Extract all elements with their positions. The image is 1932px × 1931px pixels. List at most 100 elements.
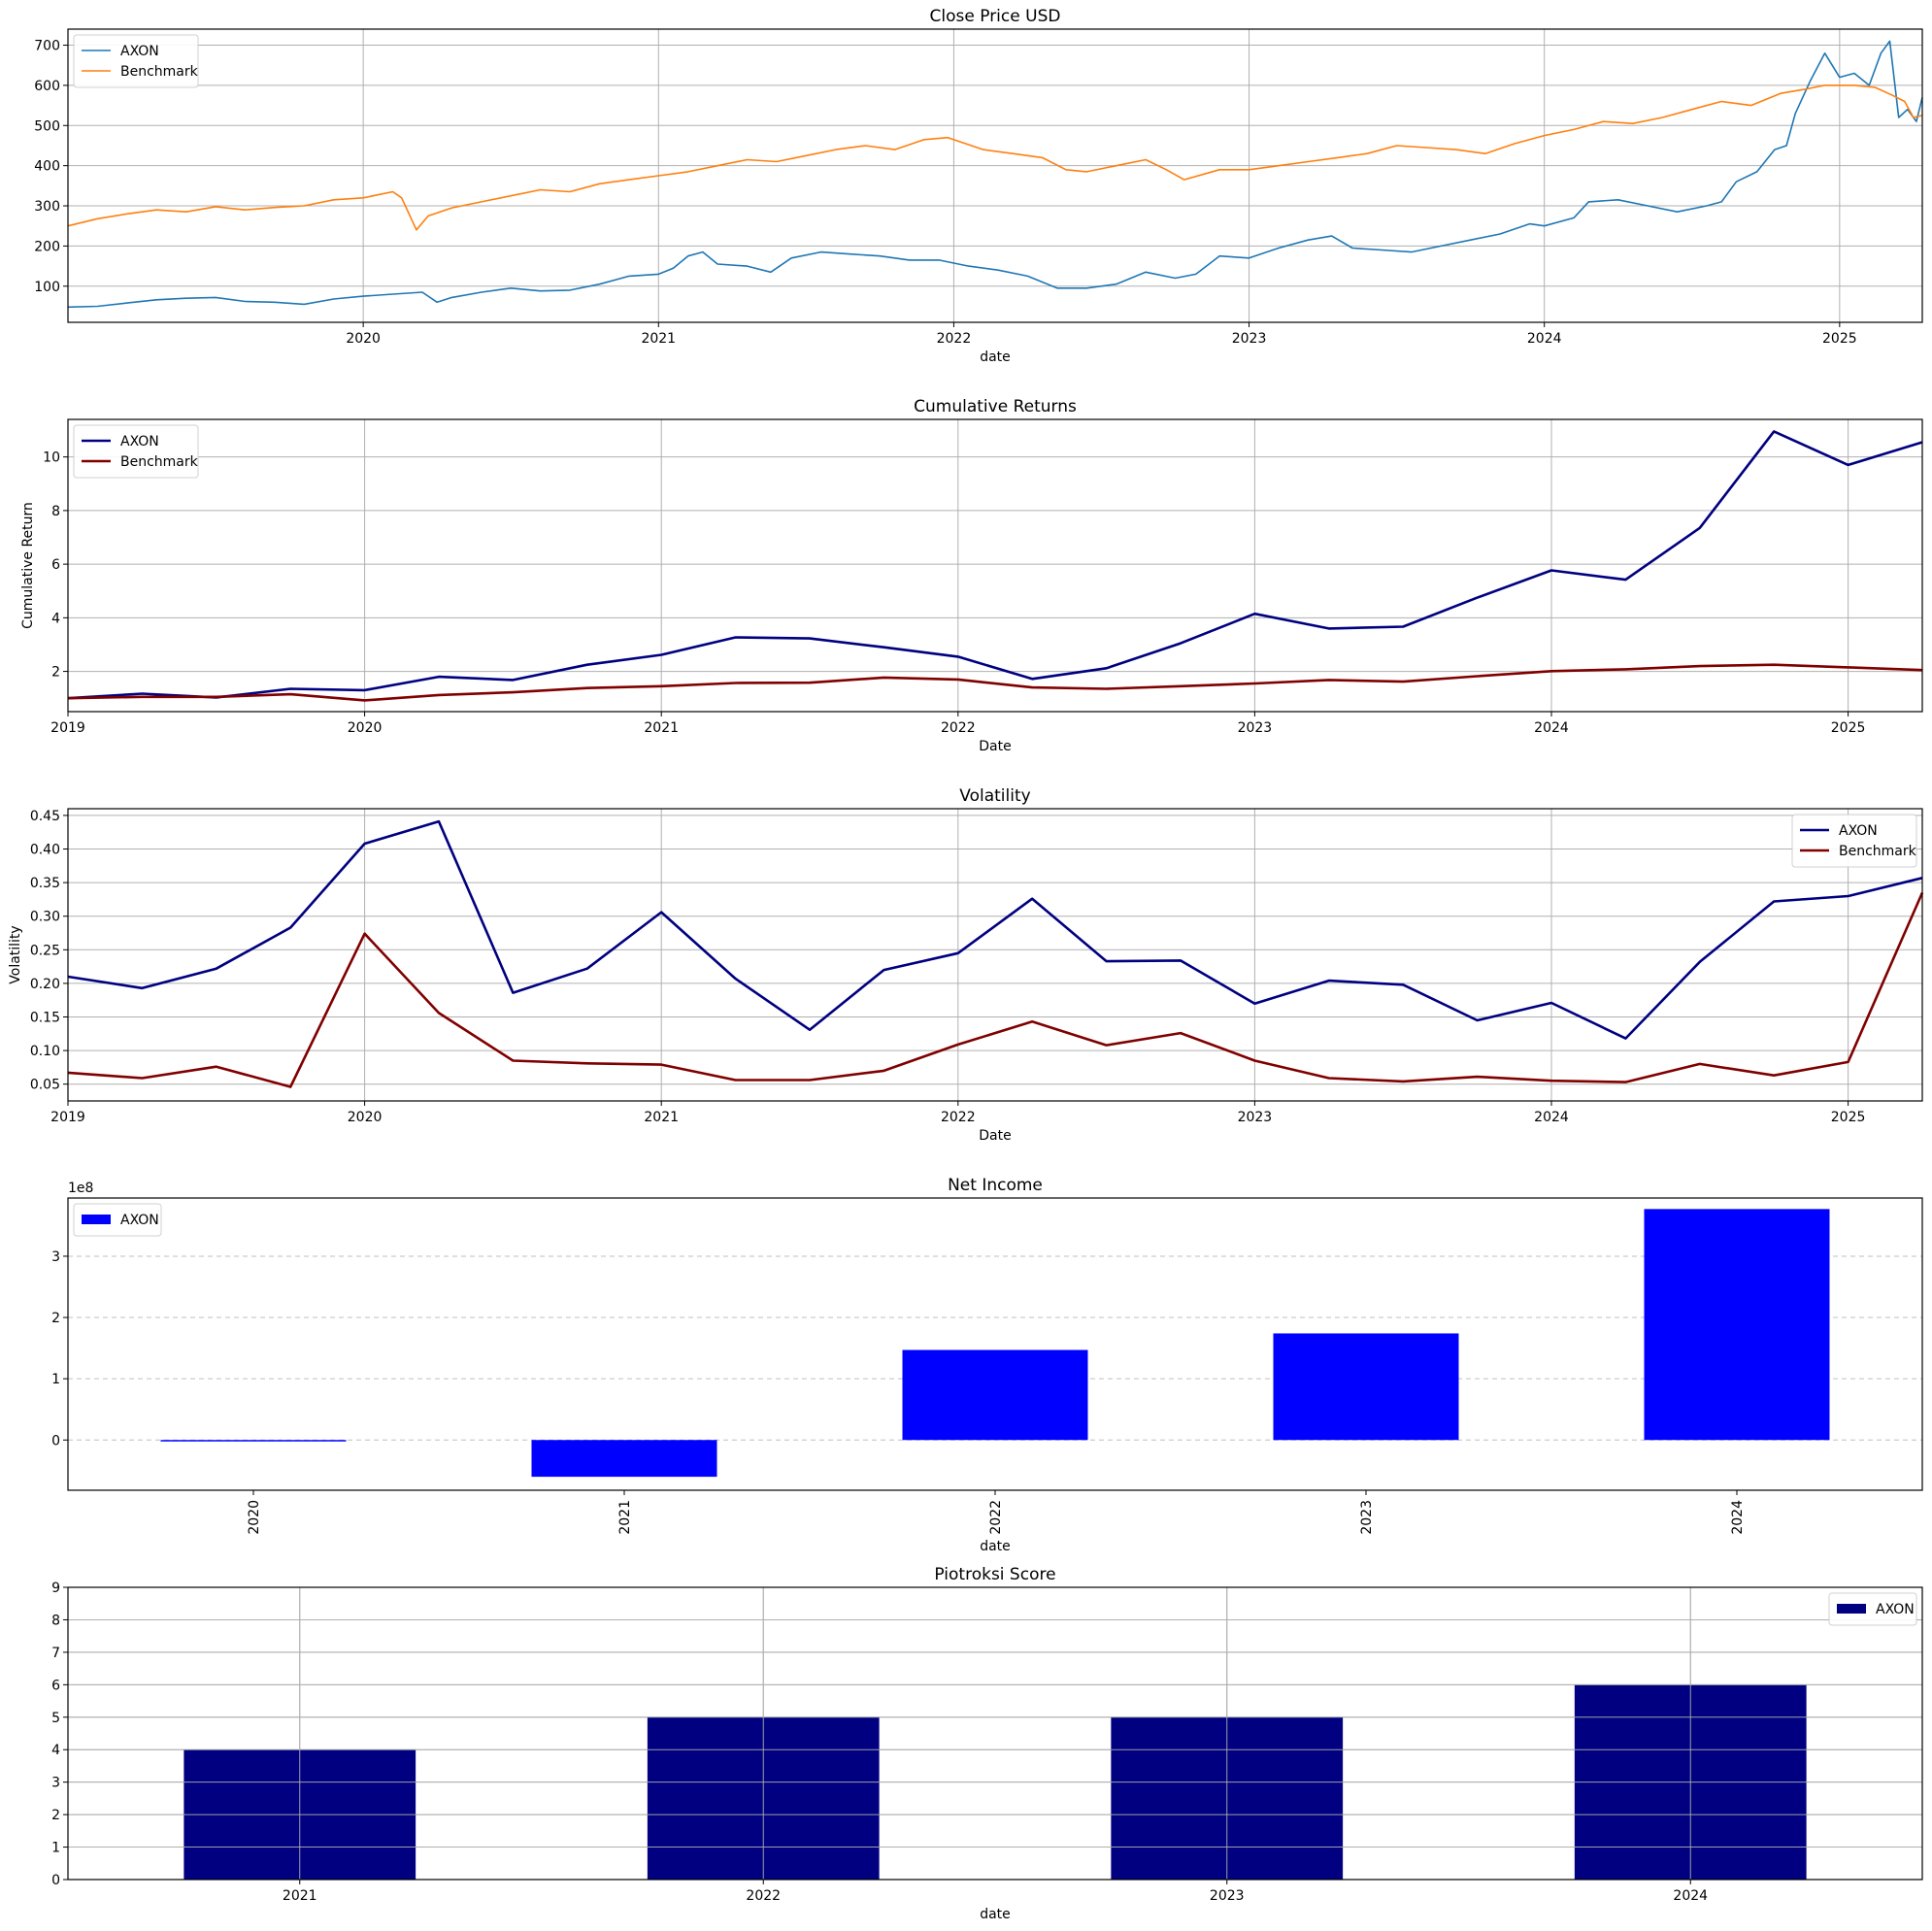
x-tick-label: 2021 [283,1888,317,1904]
x-axis-label: Date [979,739,1011,754]
legend-box [73,34,199,88]
x-tick-label: 2020 [348,720,383,736]
chart-panel-4: 0 1 2 3 2020 2021 2022 2023 2024 Net Income date 1e… [51,1176,1923,1554]
legend: AXON Benchmark [73,424,199,479]
legend-label-axon: AXON [120,1213,159,1228]
x-tick-label: 2024 [1534,720,1569,736]
legend-label-benchmark: Benchmark [1839,844,1917,859]
y-axis-label: Volatility [8,925,23,983]
x-tick-label: 2019 [50,1110,85,1125]
y-tick-label: 700 [34,39,60,54]
x-tick-label: 2022 [746,1888,781,1904]
legend-label-axon: AXON [120,44,159,59]
y-axis-label: Cumulative Return [20,502,36,629]
chart-panel-5: 0 1 2 3 4 5 6 7 8 9 2021 2022 2023 2024 Piotroksi Scor… [51,1565,1923,1922]
legend-label-axon: AXON [1876,1602,1915,1617]
legend: AXON Benchmark [73,34,199,88]
x-tick-label: 2023 [1210,1888,1245,1904]
legend-label-benchmark: Benchmark [120,64,199,80]
y-tick-label: 1 [51,1841,60,1856]
axes-frame [67,808,1923,1102]
x-tick-label: 2022 [941,1110,976,1125]
y-tick-label: 500 [34,118,60,134]
series-line-axon [67,819,1923,1040]
bar-2020 [160,1440,347,1442]
series-line-benchmark [67,891,1924,1088]
x-tick-label: 2023 [1359,1500,1375,1535]
bar-2022 [902,1349,1088,1441]
legend-box [73,424,199,479]
chart-title: Volatility [959,786,1030,806]
y-tick-label: 0 [51,1433,60,1448]
y-tick-label: 400 [34,159,60,175]
y-tick-label: 8 [51,504,60,519]
legend: AXON [73,1203,162,1237]
series-line-benchmark [67,84,1923,231]
x-axis-label: date [980,1539,1011,1554]
y-tick-label: 0.10 [30,1044,60,1059]
chart-title: Piotroksi Score [934,1565,1055,1584]
chart-panel-3: 0.05 0.10 0.15 0.20 0.25 0.30 0.35 0.40 0.45 2019… [8,786,1924,1144]
y-tick-label: 0.05 [30,1078,60,1093]
x-tick-label: 2025 [1822,331,1857,347]
y-tick-label: 8 [51,1613,60,1628]
legend-swatch-axon [1837,1604,1866,1614]
axes-frame [67,1586,1923,1881]
x-tick-label: 2022 [937,331,972,347]
legend-box [1828,1592,1917,1626]
y-tick-label: 5 [51,1711,60,1726]
y-tick-label: 2 [51,1311,60,1326]
x-tick-label: 2024 [1673,1888,1708,1904]
x-tick-label: 2024 [1527,331,1562,347]
y-tick-label: 0.35 [30,876,60,891]
x-tick-label: 2021 [644,1110,679,1125]
series-line-axon [67,40,1923,309]
y-tick-label: 2 [51,1808,60,1823]
y-tick-label: 0.30 [30,910,60,925]
x-tick-label: 2024 [1534,1110,1569,1125]
x-axis-label: date [980,350,1011,365]
chart-panel-2: 2 4 6 8 10 2019 2020 2021 2022 2023 2024 2025 Cumula… [20,397,1923,754]
y-tick-label: 0.25 [30,943,60,958]
legend-box [73,1203,162,1237]
legend: AXON [1828,1592,1917,1626]
y-tick-label: 2 [51,665,60,681]
legend-swatch-axon [82,1215,111,1224]
x-tick-label: 2019 [50,720,85,736]
series-line-axon [67,430,1923,700]
chart-title: Cumulative Returns [914,397,1077,416]
y-tick-label: 10 [43,450,60,466]
y-tick-label: 6 [51,1678,60,1693]
x-tick-label: 2025 [1831,720,1866,736]
x-tick-label: 2020 [247,1500,262,1535]
x-tick-label: 2023 [1238,1110,1273,1125]
y-tick-label: 0.15 [30,1011,60,1026]
axis-offset-label: 1e8 [68,1181,93,1196]
y-tick-label: 100 [34,280,60,295]
y-tick-label: 200 [34,239,60,254]
x-tick-label: 2020 [348,1110,383,1125]
y-tick-label: 3 [51,1249,60,1265]
x-tick-label: 2021 [617,1500,633,1535]
y-tick-label: 3 [51,1776,60,1791]
y-tick-label: 0.40 [30,843,60,858]
legend: AXON Benchmark [1791,814,1917,868]
legend-label-axon: AXON [120,434,159,449]
y-tick-label: 600 [34,79,60,94]
bar-2023 [1273,1333,1459,1441]
x-tick-label: 2021 [644,720,679,736]
legend-label-benchmark: Benchmark [120,454,199,470]
bar-2024 [1644,1209,1830,1441]
x-tick-label: 2023 [1232,331,1267,347]
legend-label-axon: AXON [1839,823,1878,839]
x-tick-label: 2024 [1730,1500,1746,1535]
x-tick-label: 2022 [988,1500,1004,1535]
chart-title: Net Income [948,1176,1043,1195]
chart-title: Close Price USD [930,7,1061,26]
y-tick-label: 4 [51,1743,60,1758]
x-tick-label: 2021 [641,331,676,347]
y-tick-label: 4 [51,611,60,626]
x-axis-label: Date [979,1128,1011,1144]
axes-frame [67,418,1923,713]
